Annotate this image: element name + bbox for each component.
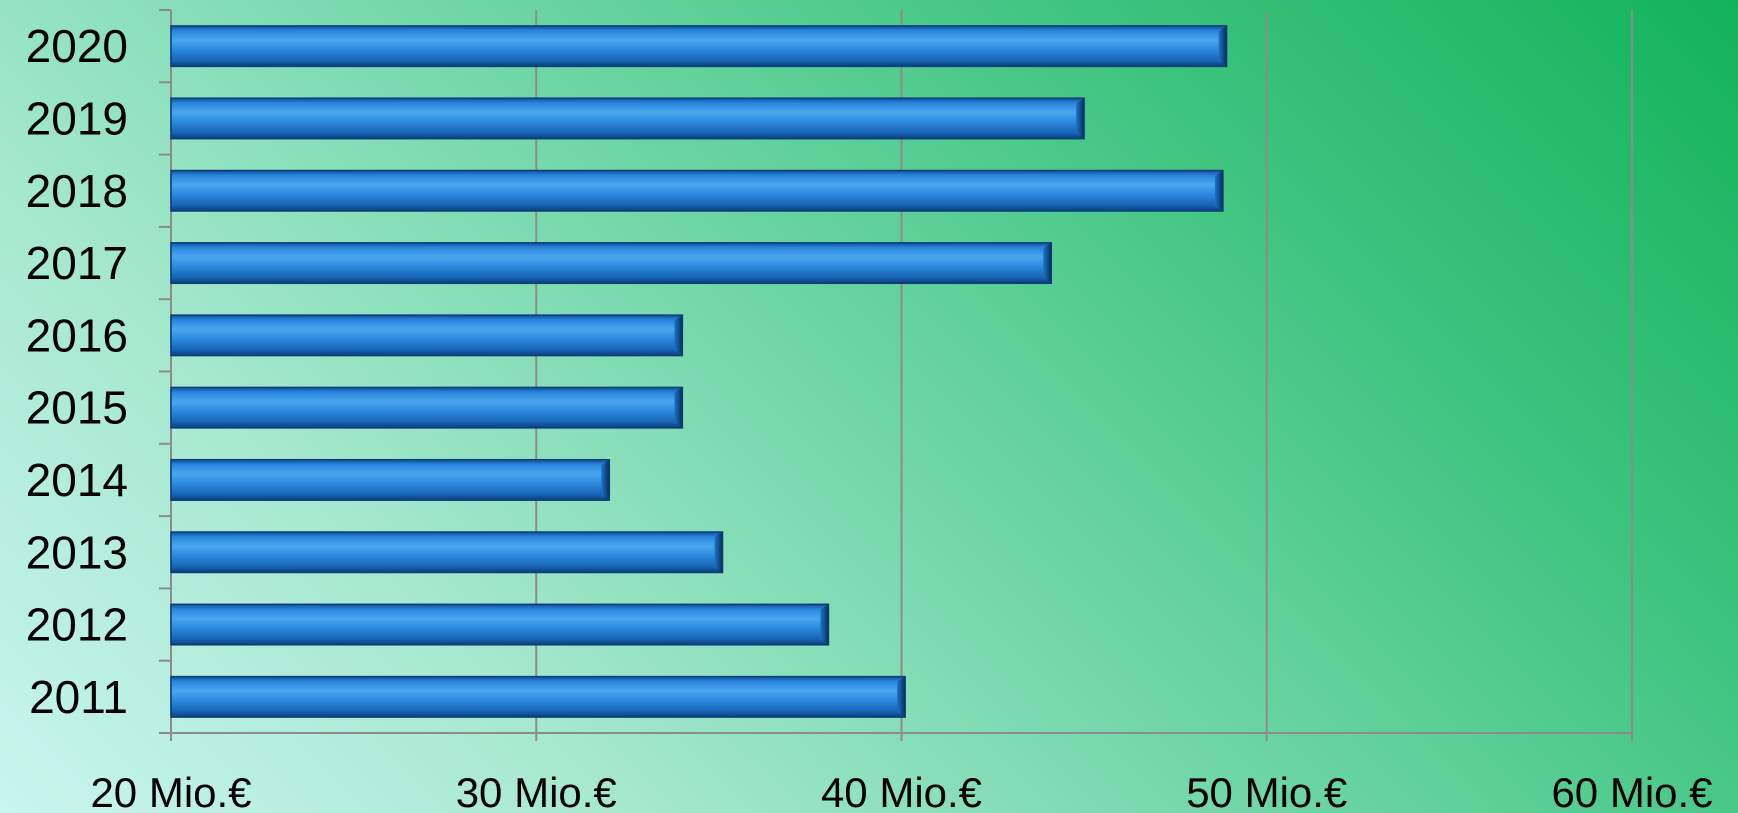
bar-cap (1076, 98, 1084, 138)
y-tick-label: 2014 (26, 454, 128, 506)
bar-cap (674, 387, 682, 427)
bar-2015 (171, 387, 682, 427)
bar-cap (715, 532, 723, 572)
y-tick-label: 2013 (26, 526, 128, 578)
y-tick-label: 2011 (29, 671, 128, 723)
x-tick-labels: 20 Mio.€ 30 Mio.€ 40 Mio.€ 50 Mio.€ 60 Mio.€ (90, 769, 1712, 813)
bar-body (171, 604, 828, 644)
bar-2019 (171, 98, 1084, 138)
x-tick-label: 40 Mio.€ (821, 769, 982, 813)
y-tick-label: 2016 (26, 309, 128, 361)
bar-cap (1219, 26, 1227, 66)
y-tick-labels: 2011 2012 2013 2014 2015 2016 2017 2018 2019 2020 (26, 20, 128, 723)
bar-2013 (171, 532, 723, 572)
bar-cap (674, 315, 682, 355)
y-tick-label: 2019 (26, 92, 128, 144)
bar-cap (1043, 243, 1051, 283)
bar-body (171, 171, 1223, 211)
bar-2011 (171, 677, 905, 717)
x-tick-label: 60 Mio.€ (1551, 769, 1712, 813)
bar-2018 (171, 171, 1223, 211)
bar-body (171, 315, 682, 355)
y-tick-label: 2015 (26, 382, 128, 434)
y-tick-label: 2018 (26, 165, 128, 217)
bar-cap (1215, 171, 1223, 211)
bar-cap (897, 677, 905, 717)
bar-2020 (171, 26, 1227, 66)
bar-body (171, 677, 905, 717)
y-tick-label: 2012 (26, 599, 128, 651)
y-tick-label: 2017 (26, 237, 128, 289)
bar-2017 (171, 243, 1051, 283)
bar-body (171, 532, 723, 572)
bar-cap (820, 604, 828, 644)
x-tick-label: 50 Mio.€ (1186, 769, 1347, 813)
bars (171, 26, 1227, 717)
bar-2016 (171, 315, 682, 355)
bar-body (171, 26, 1227, 66)
bar-body (171, 98, 1084, 138)
bar-body (171, 387, 682, 427)
y-tick-label: 2020 (26, 20, 128, 72)
x-tick-label: 30 Mio.€ (456, 769, 617, 813)
bar-2014 (171, 460, 609, 500)
bar-body (171, 460, 609, 500)
bar-2012 (171, 604, 828, 644)
x-tick-label: 20 Mio.€ (90, 769, 251, 813)
bar-cap (601, 460, 609, 500)
bar-body (171, 243, 1051, 283)
